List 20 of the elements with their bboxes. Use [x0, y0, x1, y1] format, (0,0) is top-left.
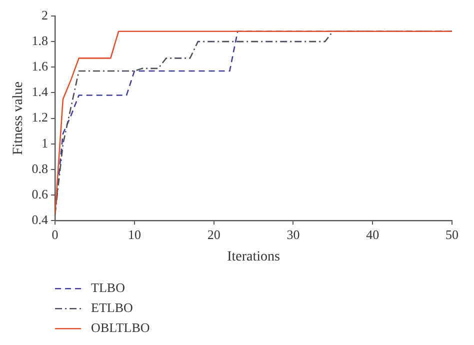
x-tick-label: 40 [366, 226, 380, 242]
x-tick-label: 10 [128, 226, 141, 242]
y-tick-label: 1 [42, 135, 48, 150]
x-tick-label: 0 [52, 226, 58, 242]
x-axis-title: Iterations [227, 249, 280, 264]
y-tick-label: 2 [42, 7, 48, 22]
y-tick-label: 1.4 [32, 84, 49, 100]
x-tick-label: 30 [286, 226, 300, 242]
y-tick-label: 0.8 [32, 160, 48, 176]
legend-label: TLBO [91, 280, 126, 296]
legend-label: ETLBO [91, 300, 133, 316]
y-tick-label: 0.6 [32, 186, 49, 202]
y-axis-title: Fitness value [11, 82, 26, 156]
y-tick-label: 0.4 [32, 212, 49, 228]
x-tick-label: 20 [207, 226, 220, 242]
legend-label: OBLTLBO [91, 320, 150, 336]
x-tick-label: 50 [446, 226, 458, 242]
y-tick-label: 1.2 [32, 110, 48, 125]
y-tick-label: 1.6 [32, 58, 49, 74]
y-tick-label: 1.8 [32, 32, 48, 48]
